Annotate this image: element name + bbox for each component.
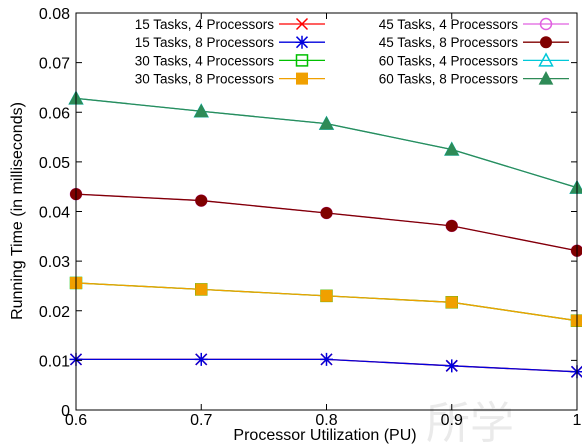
- data-point: [320, 206, 333, 219]
- legend-entry: 30 Tasks, 4 Processors: [135, 53, 325, 68]
- series-line: [75, 193, 578, 252]
- series-line: [75, 97, 578, 189]
- series-5: [69, 187, 582, 257]
- legend-label: 45 Tasks, 8 Processors: [379, 35, 519, 50]
- legend-marker: [295, 54, 309, 67]
- data-point: [195, 194, 208, 207]
- legend-entry: 15 Tasks, 8 Processors: [135, 35, 325, 50]
- y-tick-label: 0.06: [39, 105, 70, 122]
- legend-label: 60 Tasks, 4 Processors: [379, 53, 519, 68]
- series-line: [75, 97, 578, 189]
- data-point: [444, 141, 460, 156]
- legend-entry: 60 Tasks, 8 Processors: [379, 71, 569, 87]
- y-tick-label: 0.03: [39, 254, 70, 271]
- x-tick-label: 0.8: [315, 412, 337, 429]
- series-7: [68, 90, 582, 194]
- legend-label: 45 Tasks, 4 Processors: [379, 17, 519, 32]
- legend-label: 30 Tasks, 4 Processors: [135, 53, 275, 68]
- series-4: [70, 276, 582, 327]
- data-point: [193, 103, 209, 118]
- legend-marker: [540, 36, 552, 49]
- data-point: [570, 365, 582, 379]
- data-point: [320, 289, 333, 302]
- x-axis-title: Processor Utilization (PU): [233, 427, 416, 444]
- x-tick-label: 0.7: [190, 412, 212, 429]
- legend-marker: [295, 17, 309, 31]
- y-tick-label: 0.08: [39, 6, 70, 23]
- legend-label: 60 Tasks, 8 Processors: [379, 72, 519, 87]
- series-2: [69, 352, 582, 379]
- data-point: [569, 180, 582, 194]
- legend-entry: 45 Tasks, 8 Processors: [379, 35, 569, 50]
- y-axis-title: Running Time (in milliseconds): [9, 102, 26, 320]
- data-point: [445, 219, 458, 232]
- series-8: [68, 90, 582, 194]
- legend-marker: [538, 71, 554, 85]
- y-tick-label: 0.05: [39, 155, 70, 172]
- legend: 15 Tasks, 4 Processors 15 Tasks, 8 Proces…: [135, 17, 569, 87]
- data-point: [320, 352, 333, 366]
- legend-label: 15 Tasks, 8 Processors: [135, 35, 275, 50]
- x-tick-label: 1: [573, 412, 582, 429]
- legend-label: 15 Tasks, 4 Processors: [135, 17, 275, 32]
- y-tick-label: 0.04: [39, 205, 70, 222]
- watermark: 所学: [426, 398, 514, 445]
- legend-marker: [538, 52, 554, 67]
- data-point: [195, 283, 208, 296]
- data-point: [445, 296, 458, 309]
- x-tick-label: 0.9: [441, 412, 463, 429]
- x-tick-label: 0.6: [65, 412, 87, 429]
- legend-entry: 30 Tasks, 8 Processors: [135, 72, 325, 87]
- legend-entry: 15 Tasks, 4 Processors: [135, 17, 325, 32]
- y-tick-label: 0.02: [39, 304, 70, 321]
- data-point: [319, 116, 334, 130]
- legend-marker: [295, 35, 309, 49]
- series-6: [70, 188, 582, 257]
- y-tick-label: 0.01: [39, 353, 70, 370]
- y-tick-label: 0.07: [39, 56, 70, 73]
- axes: [75, 12, 578, 411]
- series-layer: [68, 90, 582, 379]
- series-line: [75, 193, 578, 252]
- legend-entry: 45 Tasks, 4 Processors: [379, 17, 569, 32]
- watermark-text: 所学: [426, 398, 514, 445]
- legend-marker: [296, 72, 308, 85]
- legend-label: 30 Tasks, 8 Processors: [135, 72, 275, 87]
- legend-entry: 60 Tasks, 4 Processors: [379, 52, 569, 68]
- tick-labels: 0 0.01 0.02 0.03 0.04 0.05 0.06 0.07 0.08 0.6 0.7 0…: [39, 6, 582, 429]
- y-tick-label: 0: [61, 403, 70, 420]
- data-point: [194, 352, 208, 366]
- legend-marker: [539, 17, 553, 31]
- data-point: [445, 359, 459, 373]
